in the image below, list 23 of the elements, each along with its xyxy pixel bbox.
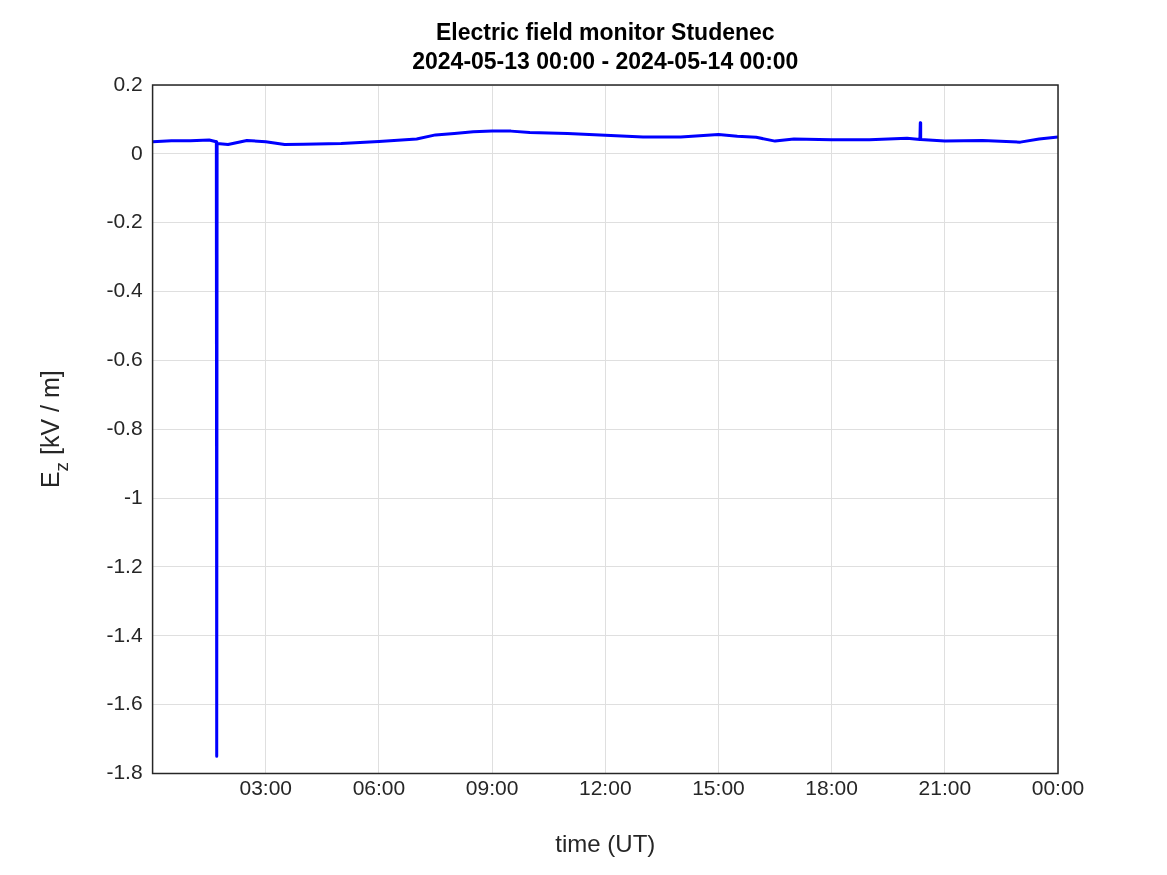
y-tick-label: -1: [123, 484, 143, 508]
y-tick-label: -1.4: [106, 622, 143, 646]
y-axis-title: Ez [kV / m]: [36, 370, 72, 489]
x-tick-label: 21:00: [918, 775, 972, 799]
x-tick-label: 03:00: [239, 775, 293, 799]
y-tick-label: -1.8: [106, 760, 143, 784]
chart-subtitle: 2024-05-13 00:00 - 2024-05-14 00:00: [412, 48, 799, 75]
y-tick-label: -0.6: [106, 347, 143, 371]
y-tick-label: -0.4: [106, 278, 143, 302]
y-tick-label: 0: [130, 140, 143, 164]
y-tick-label: -1.6: [106, 691, 143, 715]
x-tick-label: 06:00: [352, 775, 406, 799]
x-tick-label: 12:00: [579, 775, 632, 799]
x-tick-label: 09:00: [465, 775, 519, 799]
y-tick-label: -0.2: [106, 209, 143, 233]
x-axis-title: time (UT): [555, 830, 656, 858]
chart-title: Electric field monitor Studenec: [435, 19, 775, 46]
x-tick-label: 00:00: [1031, 775, 1085, 799]
y-tick-label: 0.2: [113, 71, 143, 95]
x-tick-label: 15:00: [692, 775, 745, 799]
y-tick-label: -1.2: [106, 553, 143, 577]
y-tick-label: -0.8: [106, 416, 143, 439]
x-tick-label: 18:00: [805, 775, 858, 799]
